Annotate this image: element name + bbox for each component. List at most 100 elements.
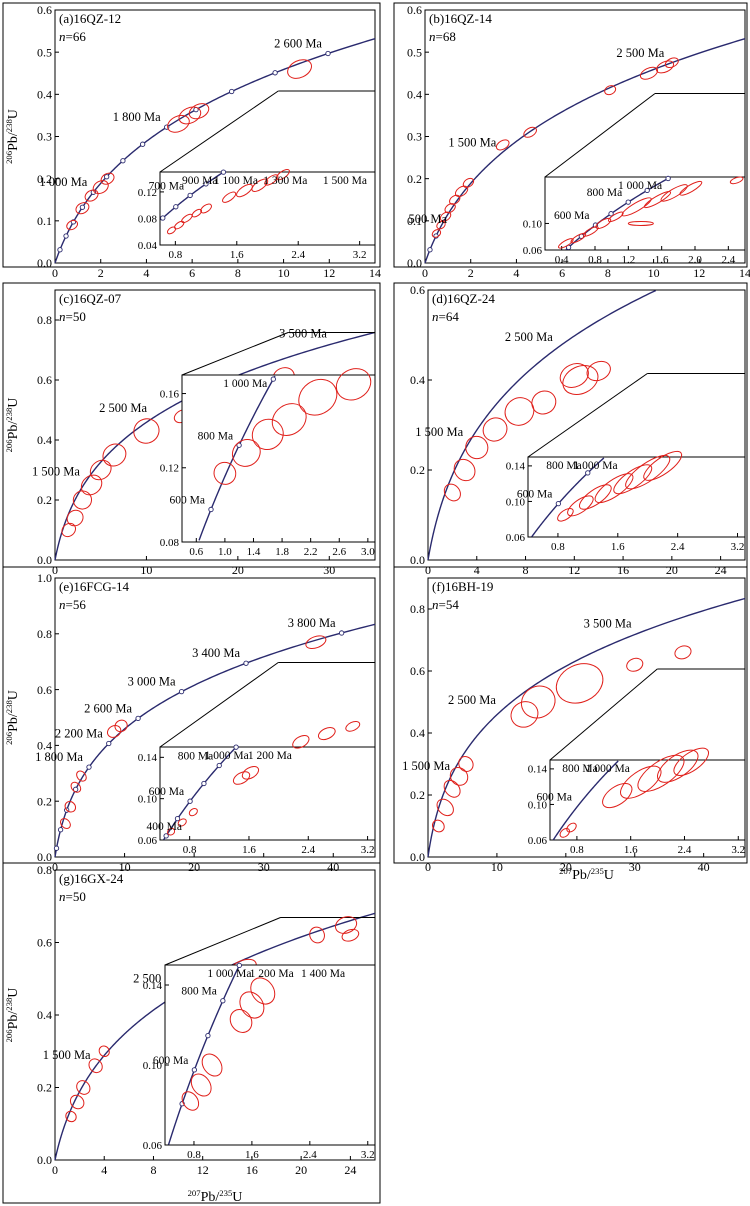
inset-age-marker xyxy=(555,500,562,507)
panel-6: 0 10 20 30 400.00.20.40.60.81 500 Ma2 500 Ma… xyxy=(393,566,748,874)
panel-title: (b)16QZ-14 xyxy=(429,11,492,26)
error-ellipse xyxy=(66,219,79,231)
inset-age-label: 1 300 Ma xyxy=(263,175,307,187)
inset-xtick-label: 1.6 xyxy=(230,249,244,261)
inset-ytick-label: 0.06 xyxy=(523,245,543,257)
inset-age-label: 1 100 Ma xyxy=(214,175,258,187)
inset-ytick-label: 0.08 xyxy=(138,213,158,225)
age-marker xyxy=(120,158,126,164)
inset-age-label: 1 000 Ma xyxy=(586,763,630,775)
inset-error-ellipse xyxy=(334,916,358,934)
error-ellipse xyxy=(655,60,675,74)
main-xtick-label: 0 xyxy=(422,266,428,280)
main-xtick-label: 10 xyxy=(491,860,503,874)
error-ellipse xyxy=(436,220,446,230)
error-ellipse xyxy=(167,114,190,133)
inset-connector xyxy=(527,373,648,458)
inset-age-marker xyxy=(665,175,671,182)
inset-error-ellipse xyxy=(251,418,284,451)
main-ytick-label: 0.0 xyxy=(37,553,52,567)
inset-ytick-label: 0.10 xyxy=(143,1060,163,1072)
inset-error-ellipse xyxy=(271,403,307,436)
main-ytick-label: 0.6 xyxy=(37,373,52,387)
main-ytick-label: 0.2 xyxy=(37,172,52,186)
inset-error-ellipse xyxy=(166,226,177,235)
inset-connector xyxy=(544,93,656,178)
sample-count: n=64 xyxy=(432,309,459,324)
inset-ytick-label: 0.06 xyxy=(138,835,158,847)
inset-xtick-label: 3.2 xyxy=(361,844,375,856)
main-xtick-label: 4 xyxy=(474,563,480,577)
main-ytick-label: 0.2 xyxy=(37,1081,52,1095)
inset-age-marker xyxy=(608,211,614,217)
age-label: 1 500 Ma xyxy=(32,464,80,478)
age-marker xyxy=(63,233,69,239)
inset-age-marker xyxy=(644,187,650,194)
main-xtick-label: 20 xyxy=(666,563,678,577)
error-ellipse xyxy=(431,819,445,833)
inset-ytick-label: 0.10 xyxy=(528,799,548,811)
error-ellipse xyxy=(555,663,604,704)
inset-xtick-label: 1.2 xyxy=(621,254,635,266)
error-ellipse xyxy=(510,701,539,728)
inset-xtick-label: 0.8 xyxy=(570,844,584,856)
main-ytick-label: 0.8 xyxy=(37,313,52,327)
main-xtick-label: 10 xyxy=(648,266,660,280)
inset-error-ellipse xyxy=(335,368,372,401)
age-label: 2 200 Ma xyxy=(55,727,103,741)
error-ellipse xyxy=(531,390,557,415)
concordia-curve xyxy=(427,289,657,561)
main-xtick-label: 4 xyxy=(101,1163,107,1177)
inset-ytick-label: 0.10 xyxy=(506,496,526,508)
error-ellipse xyxy=(626,657,644,672)
error-ellipse xyxy=(443,483,461,502)
inset-age-label: 600 Ma xyxy=(149,786,184,798)
error-ellipse xyxy=(64,801,77,813)
inset-error-ellipse xyxy=(292,735,310,749)
main-xtick-label: 12 xyxy=(323,266,335,280)
panel-title: (f)16BH-19 xyxy=(432,579,493,594)
error-ellipse xyxy=(604,85,617,96)
age-marker xyxy=(79,204,86,210)
inset-age-marker xyxy=(220,998,226,1004)
error-ellipse xyxy=(72,490,93,510)
inset-plot-area xyxy=(159,171,376,246)
inset-error-ellipse xyxy=(643,450,683,481)
main-ytick-label: 0.2 xyxy=(37,794,52,808)
inset-concordia-curve xyxy=(167,966,240,1145)
concordia-curve xyxy=(424,38,746,264)
inset-xtick-label: 1.4 xyxy=(247,546,261,558)
inset-concordia-curve xyxy=(198,375,276,541)
main-xtick-label: 8 xyxy=(605,266,611,280)
panel-3: 0 10 20 30 0.0 0.2 0.4 0.6 0.8 1 500 Ma 2 500 Ma 3 … xyxy=(2,282,381,577)
inset-error-ellipse xyxy=(232,771,251,785)
main-xtick-label: 8 xyxy=(235,266,241,280)
inset-xtick-label: 1.6 xyxy=(611,541,625,553)
inset-plot-area xyxy=(527,456,746,538)
inset-age-marker xyxy=(191,1067,198,1073)
age-label: 1 500 Ma xyxy=(448,136,496,150)
sample-count: n=56 xyxy=(59,597,86,612)
error-ellipse xyxy=(70,781,82,793)
inset-error-ellipse xyxy=(570,232,587,244)
main-xtick-label: 4 xyxy=(513,266,519,280)
age-label: 2 600 Ma xyxy=(84,701,132,715)
inset-connector xyxy=(181,332,289,376)
inset-ytick-label: 0.14 xyxy=(506,461,526,473)
inset-age-marker xyxy=(173,204,179,210)
age-label: 3 500 Ma xyxy=(279,327,327,341)
inset-age-label: 800 Ma xyxy=(587,187,622,199)
main-ytick-label: 0.8 xyxy=(37,863,52,877)
inset-error-ellipse xyxy=(188,808,198,817)
inset-error-ellipse xyxy=(602,782,633,809)
sample-count: n=54 xyxy=(432,597,459,612)
panel-frame xyxy=(2,2,381,268)
panel-1: 0 2 4 6 8 10 12 14 0.0 0.1 0.2 0.3 0.4 0.5 0.6 1 000 Ma… xyxy=(2,2,381,280)
inset-age-label: 1 000 Ma xyxy=(205,750,249,762)
inset-xtick-label: 2.4 xyxy=(303,1149,317,1161)
main-xtick-label: 4 xyxy=(143,266,149,280)
inset-connector xyxy=(159,662,279,748)
inset-plot-area xyxy=(159,746,376,841)
inset-error-ellipse xyxy=(557,238,574,249)
inset-age-label: 800 Ma xyxy=(181,986,216,998)
